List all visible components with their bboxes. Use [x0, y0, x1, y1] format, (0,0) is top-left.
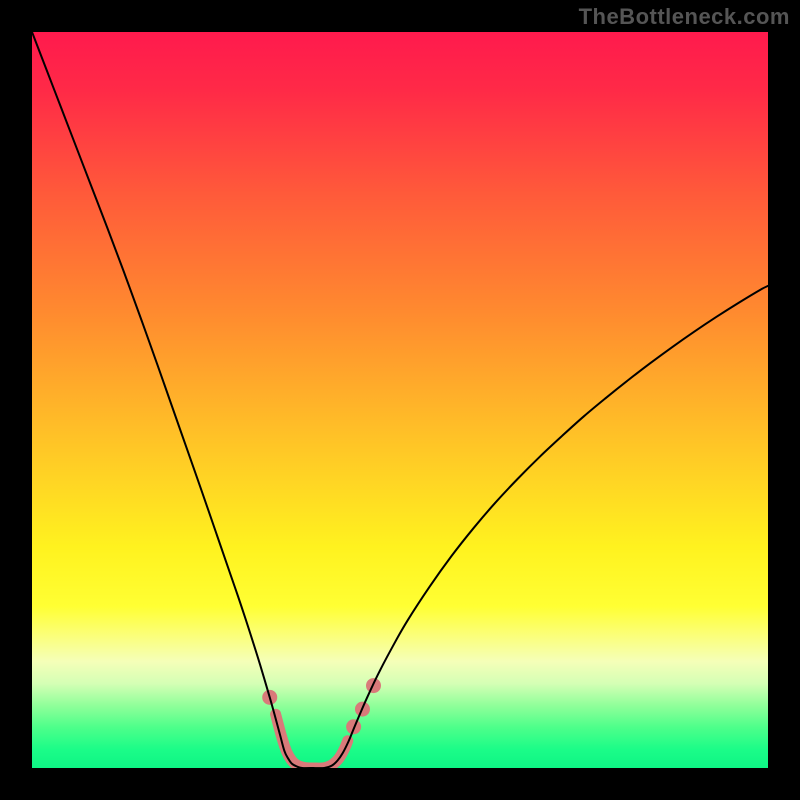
chart-container: TheBottleneck.com — [0, 0, 800, 800]
chart-svg — [32, 32, 768, 768]
gradient-background — [32, 32, 768, 768]
attribution-text: TheBottleneck.com — [579, 4, 790, 30]
plot-area — [32, 32, 768, 768]
